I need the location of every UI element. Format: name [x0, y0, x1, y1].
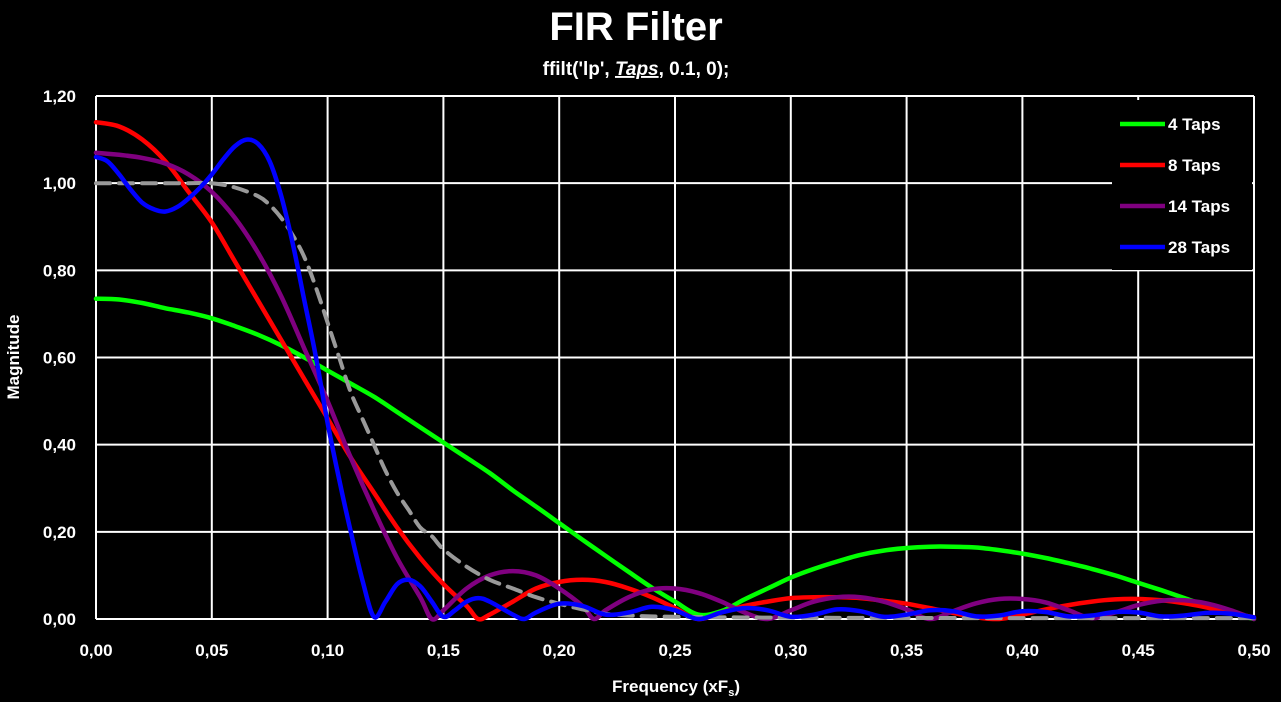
ideal-response-line	[94, 180, 1256, 621]
y-tick-label: 0,00	[43, 610, 76, 629]
series-layer	[93, 119, 1257, 622]
chart-subtitle: ffilt('lp', Taps, 0.1, 0);	[543, 59, 730, 80]
subtitle-prefix: ffilt('lp',	[543, 59, 615, 80]
legend-background	[1112, 100, 1252, 270]
grid-lines	[95, 95, 1255, 620]
y-tick-label: 1,00	[43, 174, 76, 193]
legend-label: 14 Taps	[1168, 197, 1230, 216]
legend-label: 8 Taps	[1168, 156, 1221, 175]
x-axis-label-sub: s	[728, 687, 734, 699]
x-tick-label: 0,45	[1122, 641, 1155, 660]
subtitle-suffix: , 0.1, 0);	[659, 59, 730, 80]
series-line-14-taps	[93, 150, 1257, 622]
y-tick-label: 0,20	[43, 523, 76, 542]
y-tick-label: 0,80	[43, 261, 76, 280]
x-axis-label: Frequency (xFs)	[612, 677, 740, 699]
x-tick-label: 0,00	[79, 641, 112, 660]
x-tick-label: 0,35	[890, 641, 923, 660]
legend-label: 4 Taps	[1168, 115, 1221, 134]
x-tick-label: 0,25	[658, 641, 691, 660]
x-tick-label: 0,05	[195, 641, 228, 660]
x-tick-label: 0,20	[543, 641, 576, 660]
legend: 4 Taps 8 Taps 14 Taps 28 Taps	[1112, 100, 1252, 270]
x-tick-label: 0,30	[774, 641, 807, 660]
x-axis-label-close: )	[734, 677, 740, 696]
y-axis-label: Magnitude	[4, 315, 23, 400]
series-line-28-taps	[93, 137, 1257, 622]
x-tick-label: 0,50	[1237, 641, 1270, 660]
y-axis-ticks: 0,00 0,20 0,40 0,60 0,80 1,00 1,20	[43, 87, 76, 629]
legend-label: 28 Taps	[1168, 238, 1230, 257]
y-tick-label: 0,60	[43, 349, 76, 368]
chart-title: FIR Filter	[549, 5, 722, 49]
x-tick-label: 0,15	[427, 641, 460, 660]
x-axis-label-main: Frequency (xF	[612, 677, 728, 696]
x-axis-ticks: 0,00 0,05 0,10 0,15 0,20 0,25 0,30 0,35 0,40 0,45…	[79, 641, 1270, 660]
x-tick-label: 0,40	[1006, 641, 1039, 660]
x-tick-label: 0,10	[311, 641, 344, 660]
subtitle-emphasis: Taps	[615, 59, 659, 80]
y-tick-label: 1,20	[43, 87, 76, 106]
y-tick-label: 0,40	[43, 436, 76, 455]
